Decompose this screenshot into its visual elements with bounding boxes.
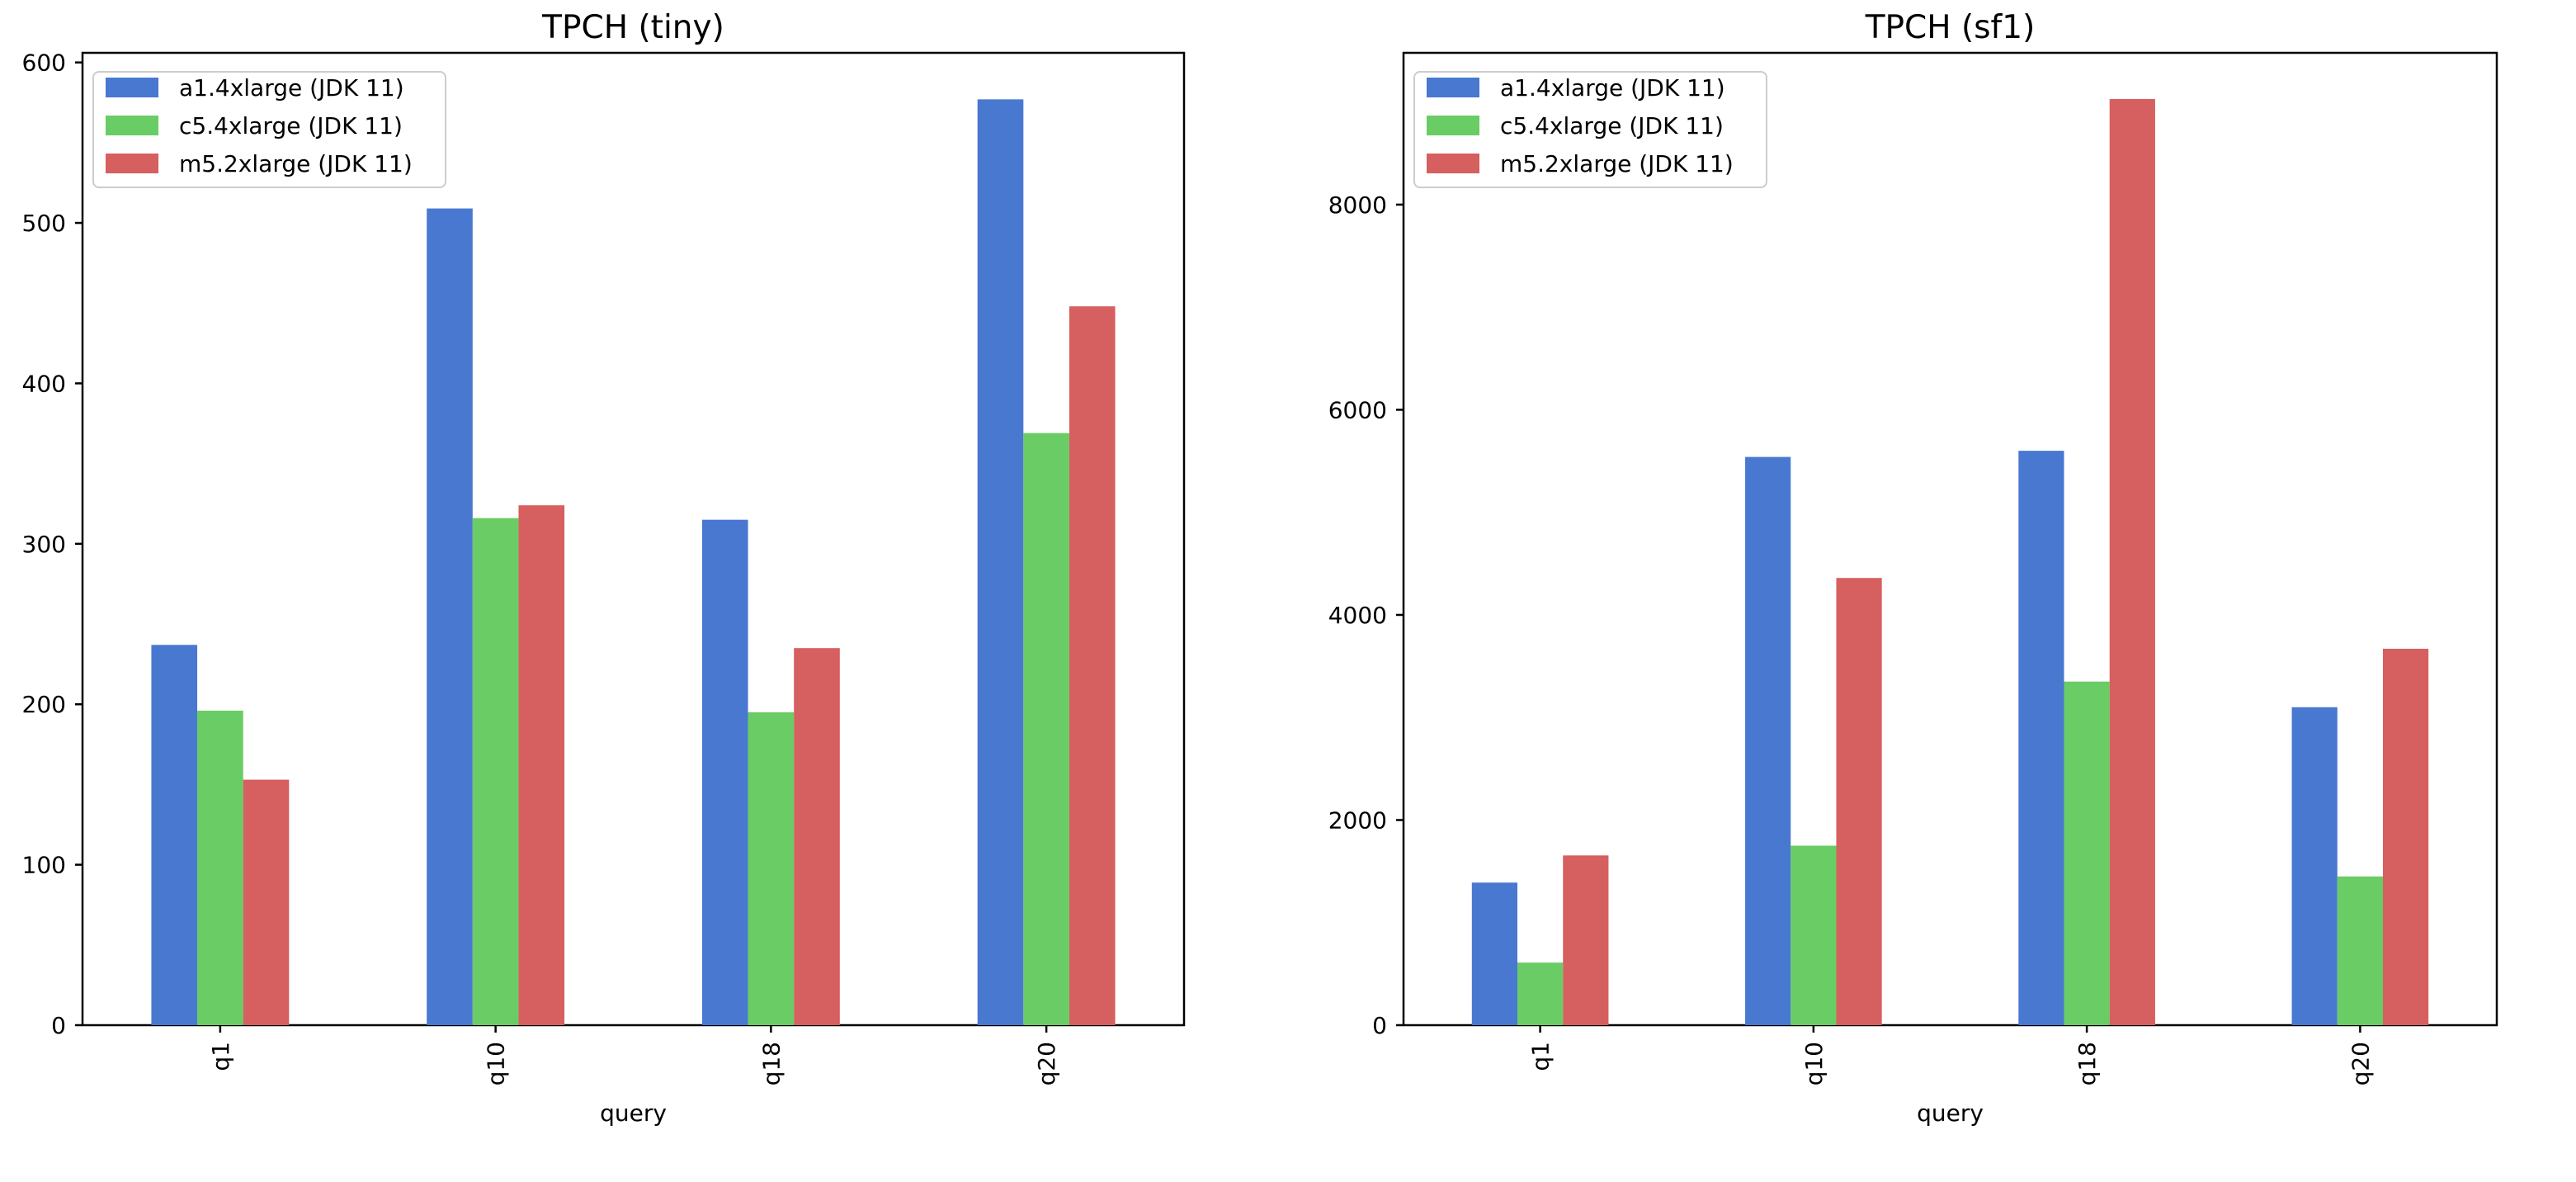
legend: a1.4xlarge (JDK 11) c5.4xlarge (JDK 11) m5… [92, 71, 446, 188]
bar-q20-series-0 [2291, 707, 2338, 1025]
bar-q10-series-0 [1745, 456, 1791, 1025]
legend-swatch [106, 78, 158, 97]
x-axis-label: query [1917, 1099, 1984, 1127]
y-tick-label: 200 [22, 691, 66, 718]
bar-q1-series-2 [1563, 855, 1609, 1025]
bar-q18-series-0 [2018, 451, 2064, 1025]
legend-box [92, 71, 446, 188]
y-tick-label: 600 [22, 50, 66, 77]
bar-q20-series-2 [1069, 306, 1116, 1025]
x-tick-label: q20 [1033, 1042, 1060, 1085]
legend-swatch [106, 116, 158, 135]
y-tick-label: 4000 [1328, 602, 1387, 629]
legend-label: a1.4xlarge (JDK 11) [1500, 74, 1725, 102]
legend-swatch [106, 154, 158, 173]
bar-q20-series-2 [2382, 648, 2429, 1025]
bar-q1-series-0 [151, 645, 198, 1025]
bar-q18-series-1 [2064, 681, 2110, 1025]
x-axis-label: query [600, 1099, 667, 1127]
legend-label: a1.4xlarge (JDK 11) [179, 74, 404, 102]
axes-frame [1402, 51, 2498, 1027]
bar-q18-series-2 [794, 648, 840, 1025]
bar-q10-series-1 [472, 518, 519, 1025]
y-tick-label: 400 [22, 370, 66, 397]
bar-q1-series-0 [1471, 882, 1518, 1025]
legend-label: m5.2xlarge (JDK 11) [179, 150, 413, 177]
subplot-tpch-sf1: 0 2000 4000 6000 8000 q1 q10 q18 q20 TPCH (sf1) qu… [1328, 9, 2498, 1127]
y-tick-label: 2000 [1328, 806, 1387, 834]
legend-label: c5.4xlarge (JDK 11) [179, 112, 403, 139]
y-tick-label: 100 [22, 852, 66, 879]
y-tick-label: 300 [22, 531, 66, 558]
bar-q18-series-1 [748, 712, 795, 1025]
y-tick-label: 500 [22, 210, 66, 237]
y-tick-label: 0 [1372, 1012, 1387, 1039]
bar-q20-series-1 [2337, 876, 2383, 1025]
legend-label: m5.2xlarge (JDK 11) [1500, 150, 1734, 177]
subplot-tpch-tiny: 0 100 200 300 400 500 600 q1 q10 q18 q20 TPCH (tiny… [22, 9, 1186, 1127]
legend-box [1413, 71, 1767, 188]
bar-q20-series-1 [1023, 433, 1069, 1025]
x-tick-label: q20 [2347, 1042, 2374, 1085]
bar-q18-series-0 [701, 519, 748, 1025]
bar-q18-series-2 [2109, 98, 2155, 1025]
bar-q10-series-0 [427, 208, 473, 1026]
axes-frame [81, 51, 1186, 1027]
bar-q10-series-2 [518, 505, 565, 1025]
legend-swatch [1427, 116, 1479, 135]
bar-q1-series-2 [243, 779, 290, 1025]
bar-q10-series-1 [1790, 845, 1837, 1025]
bar-q20-series-0 [977, 99, 1024, 1026]
legend-swatch [1427, 78, 1479, 97]
x-tick-label: q10 [1800, 1042, 1828, 1085]
x-tick-label: q1 [1527, 1042, 1555, 1071]
chart-title: TPCH (sf1) [1865, 9, 2036, 46]
x-tick-label: q18 [2074, 1042, 2101, 1085]
bar-q10-series-2 [1836, 578, 1882, 1025]
y-tick-label: 8000 [1328, 191, 1387, 219]
legend: a1.4xlarge (JDK 11) c5.4xlarge (JDK 11) m5… [1413, 71, 1767, 188]
bar-q1-series-1 [197, 710, 243, 1025]
y-tick-label: 0 [51, 1012, 66, 1039]
y-tick-label: 6000 [1328, 396, 1387, 423]
legend-label: c5.4xlarge (JDK 11) [1500, 112, 1724, 139]
x-tick-label: q1 [207, 1042, 234, 1071]
x-tick-label: q10 [483, 1042, 510, 1085]
legend-swatch [1427, 154, 1479, 173]
bar-q1-series-1 [1517, 962, 1564, 1025]
chart-title: TPCH (tiny) [541, 9, 724, 46]
x-tick-label: q18 [757, 1042, 785, 1085]
